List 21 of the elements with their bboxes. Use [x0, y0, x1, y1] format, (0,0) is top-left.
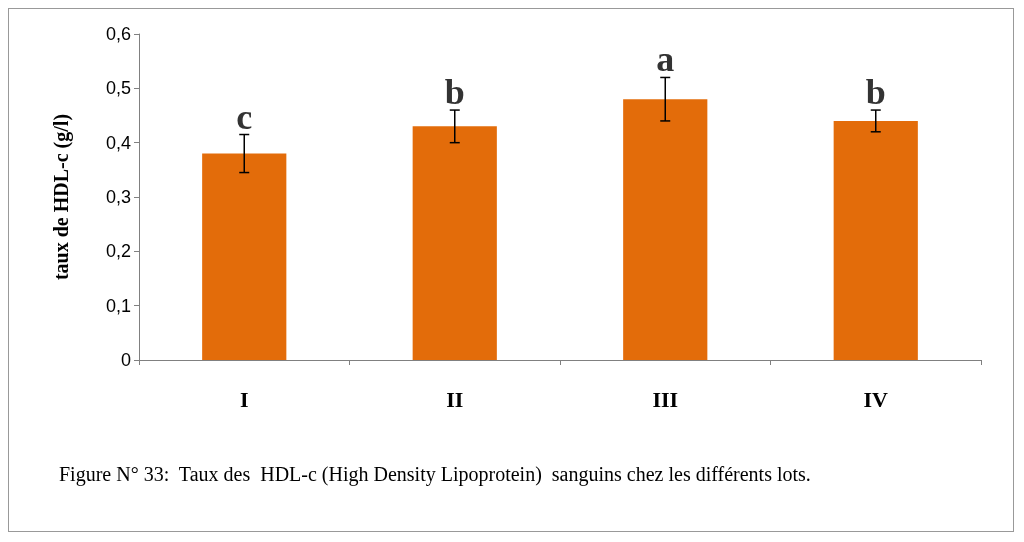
annotation: c	[236, 96, 253, 137]
x-tick-label: I	[239, 386, 249, 412]
annotation: a	[656, 39, 675, 80]
y-axis-title: taux de HDL-c (g/l)	[50, 113, 73, 281]
annotation: b	[865, 72, 886, 113]
y-tick-label: 0,1	[105, 295, 131, 316]
bar	[412, 126, 497, 360]
y-tick-label: 0,3	[105, 187, 131, 207]
bar	[623, 99, 708, 360]
x-tick-label: III	[652, 386, 679, 412]
y-tick-label: 0,5	[105, 78, 131, 99]
y-tick-label: 0,6	[105, 24, 131, 44]
x-tick-label: IV	[863, 386, 889, 412]
y-tick-label: 0,2	[105, 241, 131, 262]
annotation: b	[444, 72, 465, 113]
x-tick-label: II	[446, 386, 464, 412]
bar	[833, 120, 918, 360]
text: Figure N° 33: Taux des HDL-c (High Density Lipoprotein) sanguins chez les différents lots.	[59, 463, 811, 486]
y-tick-label: 0,4	[105, 132, 131, 153]
bar	[202, 153, 287, 360]
y-tick-label: 0	[120, 350, 131, 370]
